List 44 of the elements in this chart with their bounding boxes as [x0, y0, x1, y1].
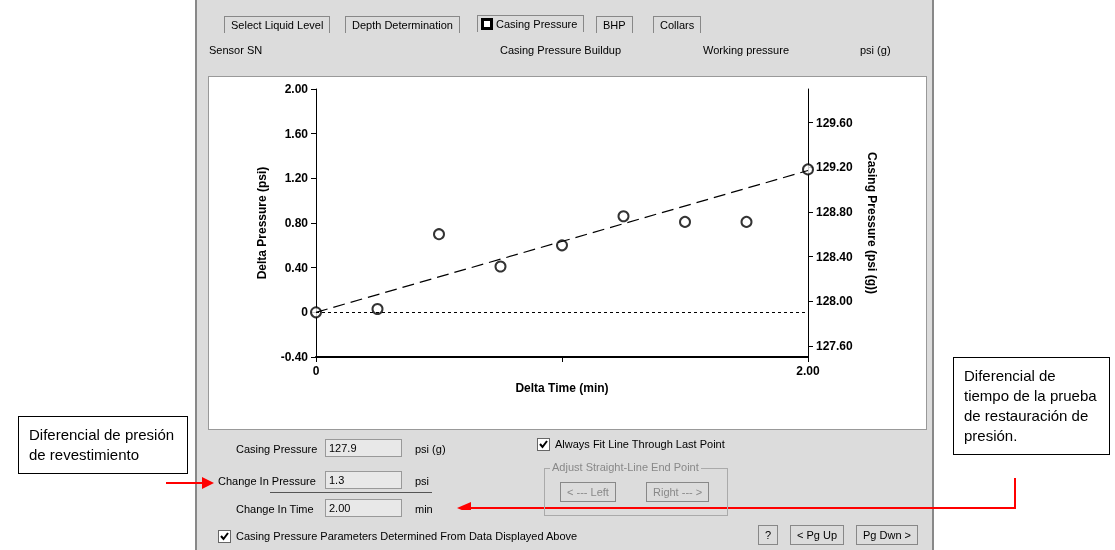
y-tick-label: 0: [301, 305, 309, 320]
y-tick-label: 1.20: [284, 171, 309, 186]
y-axis-title: Delta Pressure (psi): [255, 166, 269, 280]
y-tick-label: 0.80: [284, 216, 309, 230]
text: Select Liquid Level: [224, 16, 331, 33]
text: psi (g): [860, 44, 891, 56]
text: psi: [415, 475, 430, 487]
text: Depth Determination: [345, 16, 460, 33]
y-tick-label: 1.60: [284, 126, 309, 141]
text: Casing Pressure Buildup: [500, 44, 622, 56]
y2-tick-label: 128.00: [816, 294, 854, 309]
y2-tick-label: 128.40: [816, 249, 854, 264]
x-axis-title: Delta Time (min): [515, 380, 609, 395]
text: ?: [758, 525, 779, 545]
text: Casing Pressure Parameters Determined From Data Displayed Above: [236, 530, 578, 542]
text: Adjust Straight-Line End Point: [550, 461, 701, 473]
y2-tick-label: 129.60: [816, 115, 854, 130]
text: 2.00: [325, 499, 402, 517]
text: < Pg Up: [790, 525, 845, 545]
text: BHP: [596, 16, 633, 33]
text: 1.3: [325, 471, 402, 489]
y-tick-label: 0.40: [284, 260, 309, 275]
text: < --- Left: [560, 482, 616, 502]
y-tick-label: 2.00: [284, 82, 309, 96]
text: Pg Dwn >: [856, 525, 918, 545]
text: psi (g): [415, 443, 446, 455]
y2-tick-label: 127.60: [816, 338, 854, 353]
text: Always Fit Line Through Last Point: [555, 438, 725, 450]
text: min: [415, 503, 433, 515]
text: 127.9: [325, 439, 402, 457]
text: Right --- >: [646, 482, 710, 502]
text: Change In Pressure: [218, 475, 316, 487]
y2-tick-label: 128.80: [816, 204, 854, 219]
text: Diferencial de tiempo de la prueba de restauración de presión.: [953, 357, 1110, 455]
text: Change In Time: [236, 503, 314, 515]
text: Diferencial de presión de revestimiento: [18, 416, 188, 474]
text: Working pressure: [703, 44, 789, 56]
y2-tick-label: 129.20: [816, 160, 854, 175]
y2-axis-title: Casing Pressure (psi (g)): [865, 151, 879, 295]
text: Casing Pressure: [236, 443, 318, 455]
y-tick-label: -0.40: [280, 350, 309, 364]
text: Casing Pressure: [477, 15, 585, 32]
text: Collars: [653, 16, 702, 33]
text: Sensor SN: [209, 44, 263, 56]
